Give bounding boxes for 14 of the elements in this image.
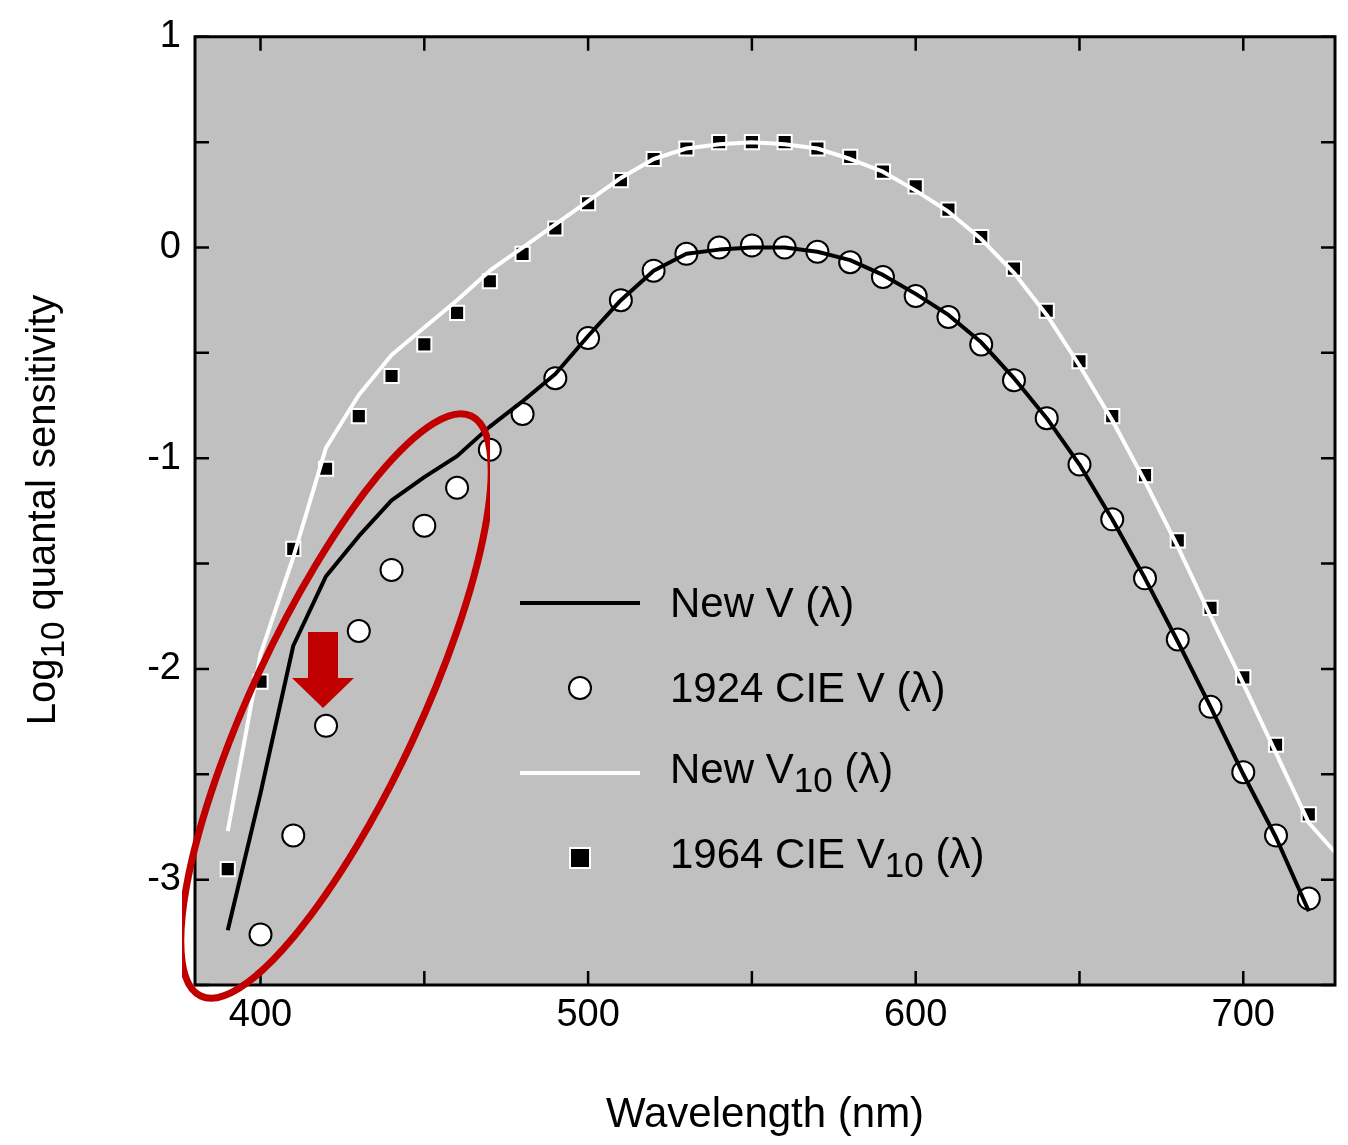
x-axis-title: Wavelength (nm) xyxy=(605,1089,925,1137)
y-tick-label: -2 xyxy=(147,645,181,688)
legend-label: 1964 CIE V$_{10}$ (λ) xyxy=(670,829,985,886)
x-tick-label: 600 xyxy=(883,992,948,1035)
y-tick-label: -3 xyxy=(147,856,181,899)
y-tick-label: 1 xyxy=(159,13,181,56)
x-tick-label: 500 xyxy=(556,992,620,1035)
x-tick-label: 700 xyxy=(1211,992,1275,1035)
legend-label: New V$_{10}$ (λ) xyxy=(670,744,894,801)
y-tick-label: -1 xyxy=(147,434,181,477)
legend-label: New V (λ) xyxy=(670,578,855,627)
y-tick-label: 0 xyxy=(159,224,181,266)
x-tick-label: 400 xyxy=(228,992,293,1035)
legend-label: 1924 CIE V (λ) xyxy=(670,663,946,712)
